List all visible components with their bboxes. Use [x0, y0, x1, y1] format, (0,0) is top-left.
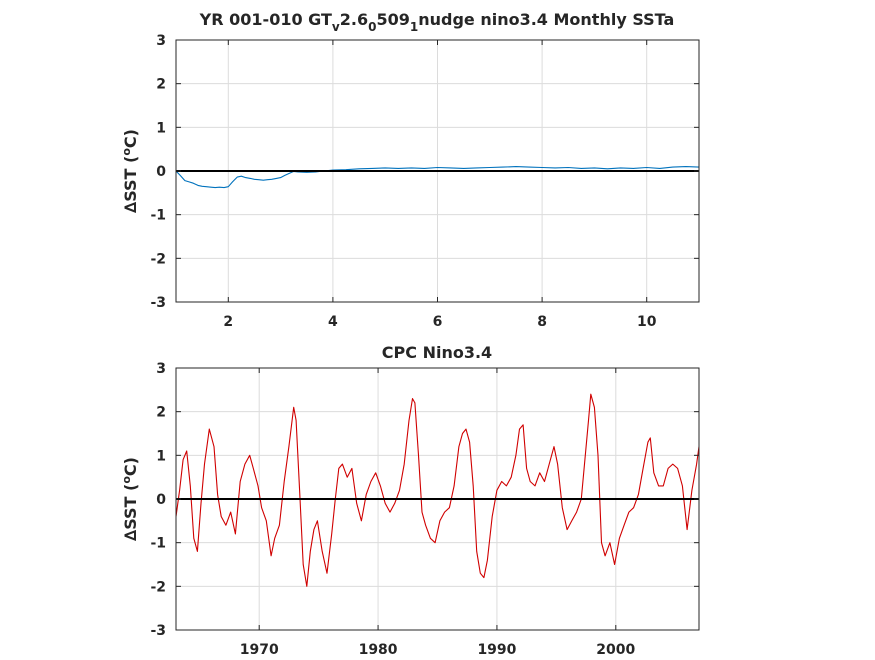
top-panel-x-tick-label: 8 — [537, 314, 547, 330]
top-panel-x-tick-label: 4 — [328, 314, 338, 330]
top-panel-y-tick-label: -2 — [150, 251, 166, 267]
bottom-panel-y-axis-label: ∆SST (oC) — [120, 457, 140, 541]
top-panel-x-tick-label: 6 — [433, 314, 443, 330]
top-panel-title: YR 001-010 GTv2.605091nudge nino3.4 Mont… — [199, 10, 675, 34]
top-panel-x-tick-label: 2 — [223, 314, 233, 330]
top-panel: YR 001-010 GTv2.605091nudge nino3.4 Mont… — [120, 10, 700, 330]
top-panel-y-tick-label: 0 — [156, 164, 166, 180]
top-panel-y-tick-label: 3 — [156, 33, 166, 49]
top-panel-y-tick-label: 1 — [156, 120, 166, 136]
top-panel-x-tick-label: 10 — [637, 314, 657, 330]
bottom-panel-y-tick-label: -3 — [150, 623, 166, 639]
top-panel-y-tick-label: -3 — [150, 295, 166, 311]
bottom-panel-y-tick-label: 1 — [156, 448, 166, 464]
bottom-panel: CPC Nino3.4 ∆SST (oC) 1970 1980 1990 2000 -3… — [120, 343, 700, 658]
bottom-panel-y-tick-label: 2 — [156, 405, 166, 421]
bottom-panel-series-line — [175, 393, 700, 587]
bottom-panel-x-tick-label: 1990 — [477, 642, 516, 656]
top-panel-y-axis-label: ∆SST (oC) — [120, 129, 140, 213]
bottom-panel-y-tick-label: 3 — [156, 361, 166, 377]
bottom-panel-y-tick-label: -2 — [150, 579, 166, 595]
bottom-panel-x-tick-label: 1970 — [240, 642, 279, 656]
top-panel-y-tick-label: -1 — [150, 208, 166, 224]
bottom-panel-y-tick-label: 0 — [156, 492, 166, 508]
top-panel-y-tick-label: 2 — [156, 77, 166, 93]
bottom-panel-x-tick-label: 1980 — [359, 642, 398, 656]
bottom-panel-y-tick-label: -1 — [150, 536, 166, 552]
bottom-panel-title: CPC Nino3.4 — [382, 343, 492, 362]
bottom-panel-x-tick-label: 2000 — [596, 642, 635, 656]
